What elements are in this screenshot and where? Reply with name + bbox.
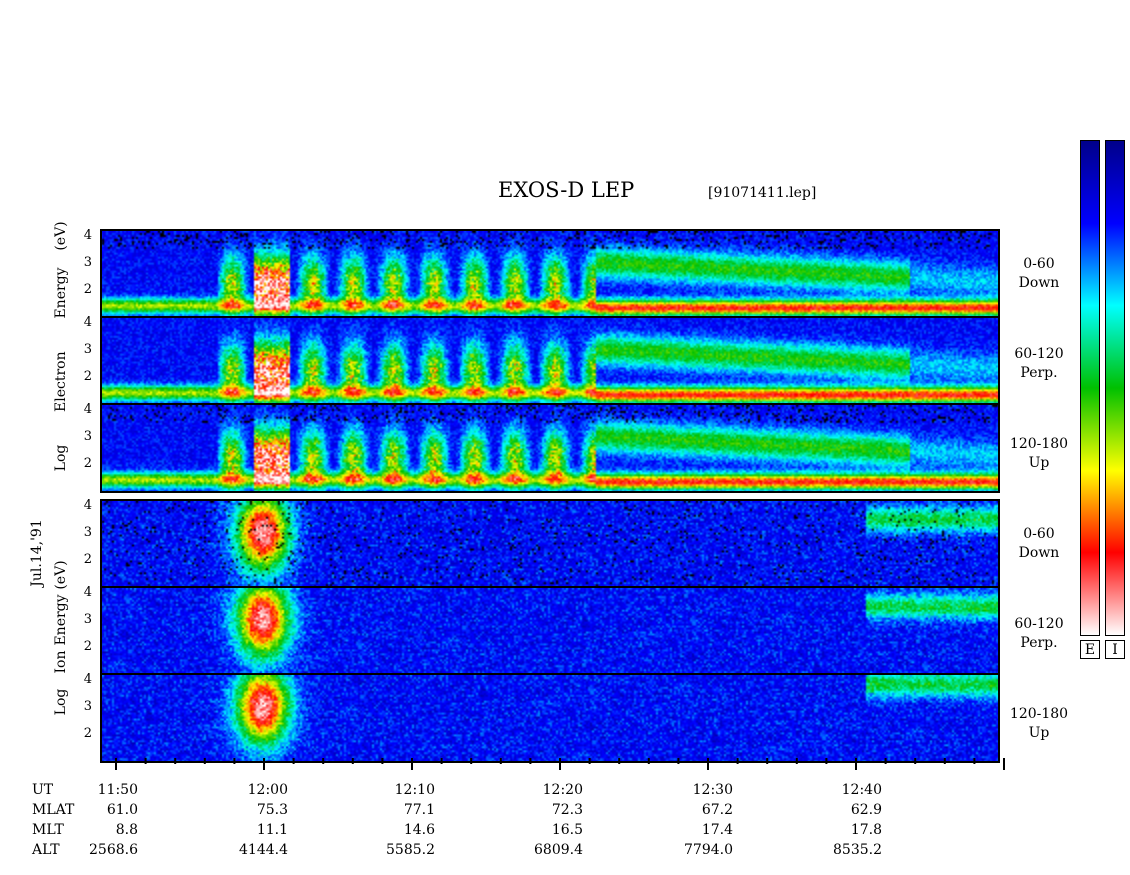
ephemeris-value: 2568.6 <box>89 842 138 858</box>
date-label: Jul.14,'91 <box>29 519 45 587</box>
panel-label-i-perp: 60-120 Perp. <box>1014 616 1064 651</box>
ephemeris-row-label: ALT <box>32 842 60 858</box>
y-tick-label: 3 <box>83 342 92 357</box>
ephemeris-value: 11.1 <box>256 822 288 838</box>
chart-title: EXOS-D LEP <box>498 178 635 202</box>
ephemeris-value: 72.3 <box>551 802 583 818</box>
separator <box>100 586 1000 588</box>
electron-ylabel-energy: Energy <box>53 267 69 319</box>
y-tick-label: 3 <box>83 699 92 714</box>
panel-electron-down <box>100 231 1000 318</box>
panel-ion-perp <box>100 588 1000 675</box>
ephemeris-value: 12:00 <box>247 782 288 798</box>
y-tick-label: 3 <box>83 429 92 444</box>
time-axis <box>115 758 1005 770</box>
ephemeris-value: 14.6 <box>403 822 435 838</box>
colorbar-label-e: E <box>1080 640 1100 659</box>
ephemeris-value: 12:30 <box>692 782 733 798</box>
y-tick-label: 4 <box>83 585 92 600</box>
y-tick-label: 4 <box>83 402 92 417</box>
ephemeris-value: 8535.2 <box>833 842 882 858</box>
y-tick-label: 4 <box>83 315 92 330</box>
ephemeris-value: 6809.4 <box>534 842 583 858</box>
ephemeris-row-label: MLT <box>32 822 64 838</box>
ephemeris-value: 5585.2 <box>386 842 435 858</box>
separator <box>100 403 1000 405</box>
ephemeris-value: 8.8 <box>115 822 138 838</box>
y-tick-label: 3 <box>83 525 92 540</box>
panel-electron-up <box>100 405 1000 492</box>
ion-ylabel-log: Log <box>53 688 69 716</box>
y-tick-label: 4 <box>83 672 92 687</box>
y-tick-label: 4 <box>83 498 92 513</box>
colorbar-electron <box>1080 140 1100 636</box>
y-tick-label: 3 <box>83 255 92 270</box>
electron-ylabel-electron: Electron <box>53 351 69 412</box>
ephemeris-value: 12:20 <box>542 782 583 798</box>
separator <box>100 316 1000 318</box>
y-tick-label: 2 <box>83 456 92 471</box>
panel-ion-up <box>100 675 1000 762</box>
electron-ylabel-log: Log <box>53 444 69 472</box>
ephemeris-value: 17.8 <box>850 822 882 838</box>
file-name: [91071411.lep] <box>708 185 817 201</box>
colorbar-label-i: I <box>1105 640 1125 659</box>
ephemeris-value: 75.3 <box>256 802 288 818</box>
electron-ylabel-unit: (eV) <box>53 221 69 251</box>
y-tick-label: 4 <box>83 228 92 243</box>
ephemeris-value: 11:50 <box>97 782 138 798</box>
ephemeris-value: 17.4 <box>701 822 733 838</box>
ephemeris-value: 62.9 <box>850 802 882 818</box>
ephemeris-value: 7794.0 <box>684 842 733 858</box>
ephemeris-value: 77.1 <box>403 802 435 818</box>
separator <box>100 673 1000 675</box>
panel-label-e-up: 120-180 Up <box>1009 436 1069 471</box>
ephemeris-value: 67.2 <box>701 802 733 818</box>
ephemeris-value: 12:40 <box>841 782 882 798</box>
panel-label-i-up: 120-180 Up <box>1009 706 1069 741</box>
y-tick-label: 2 <box>83 369 92 384</box>
y-tick-label: 2 <box>83 552 92 567</box>
ephemeris-value: 4144.4 <box>239 842 288 858</box>
colorbar-ion <box>1105 140 1125 636</box>
panel-label-e-perp: 60-120 Perp. <box>1014 346 1064 381</box>
ephemeris-value: 12:10 <box>394 782 435 798</box>
ephemeris-value: 16.5 <box>551 822 583 838</box>
y-tick-label: 2 <box>83 639 92 654</box>
panel-ion-down <box>100 501 1000 588</box>
y-tick-label: 2 <box>83 282 92 297</box>
ephemeris-value: 61.0 <box>106 802 138 818</box>
panel-electron-perp <box>100 318 1000 405</box>
panel-label-i-down: 0-60 Down <box>1018 526 1060 561</box>
y-tick-label: 3 <box>83 612 92 627</box>
ephemeris-row-label: UT <box>32 782 54 798</box>
panel-label-e-down: 0-60 Down <box>1018 256 1060 291</box>
y-tick-label: 2 <box>83 726 92 741</box>
ephemeris-row-label: MLAT <box>32 802 75 818</box>
